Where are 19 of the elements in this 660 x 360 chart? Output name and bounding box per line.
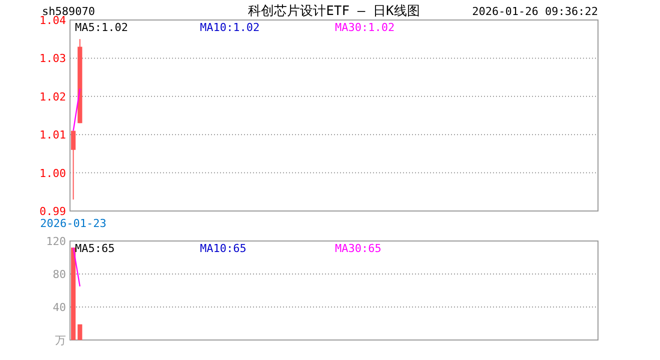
y-tick-label: 120 <box>46 235 66 248</box>
annotation: MA10:1.02 <box>200 21 260 34</box>
annotation: MA5:65 <box>75 242 115 255</box>
x-tick-label: 2026-01-23 <box>40 217 106 230</box>
y-tick-label: 1.02 <box>40 90 66 104</box>
y-tick-label: 1.01 <box>40 128 66 142</box>
annotation: MA10:65 <box>200 242 246 255</box>
y-tick-label: 80 <box>52 268 66 281</box>
y-tick-label: 0.99 <box>40 205 66 218</box>
y-tick-label: 万 <box>55 334 66 347</box>
annotation: MA30:1.02 <box>335 21 395 34</box>
annotation: MA30:65 <box>335 242 382 255</box>
text: 2026-01-26 09:36:22 <box>472 5 598 18</box>
y-tick-label: 1.04 <box>40 14 66 27</box>
y-tick-label: 1.00 <box>40 166 66 180</box>
annotation: MA5:1.02 <box>75 21 128 34</box>
y-tick-label: 1.03 <box>40 52 66 66</box>
chart-title: 科创芯片设计ETF — 日K线图 <box>248 4 420 19</box>
y-tick-label: 40 <box>52 301 66 314</box>
